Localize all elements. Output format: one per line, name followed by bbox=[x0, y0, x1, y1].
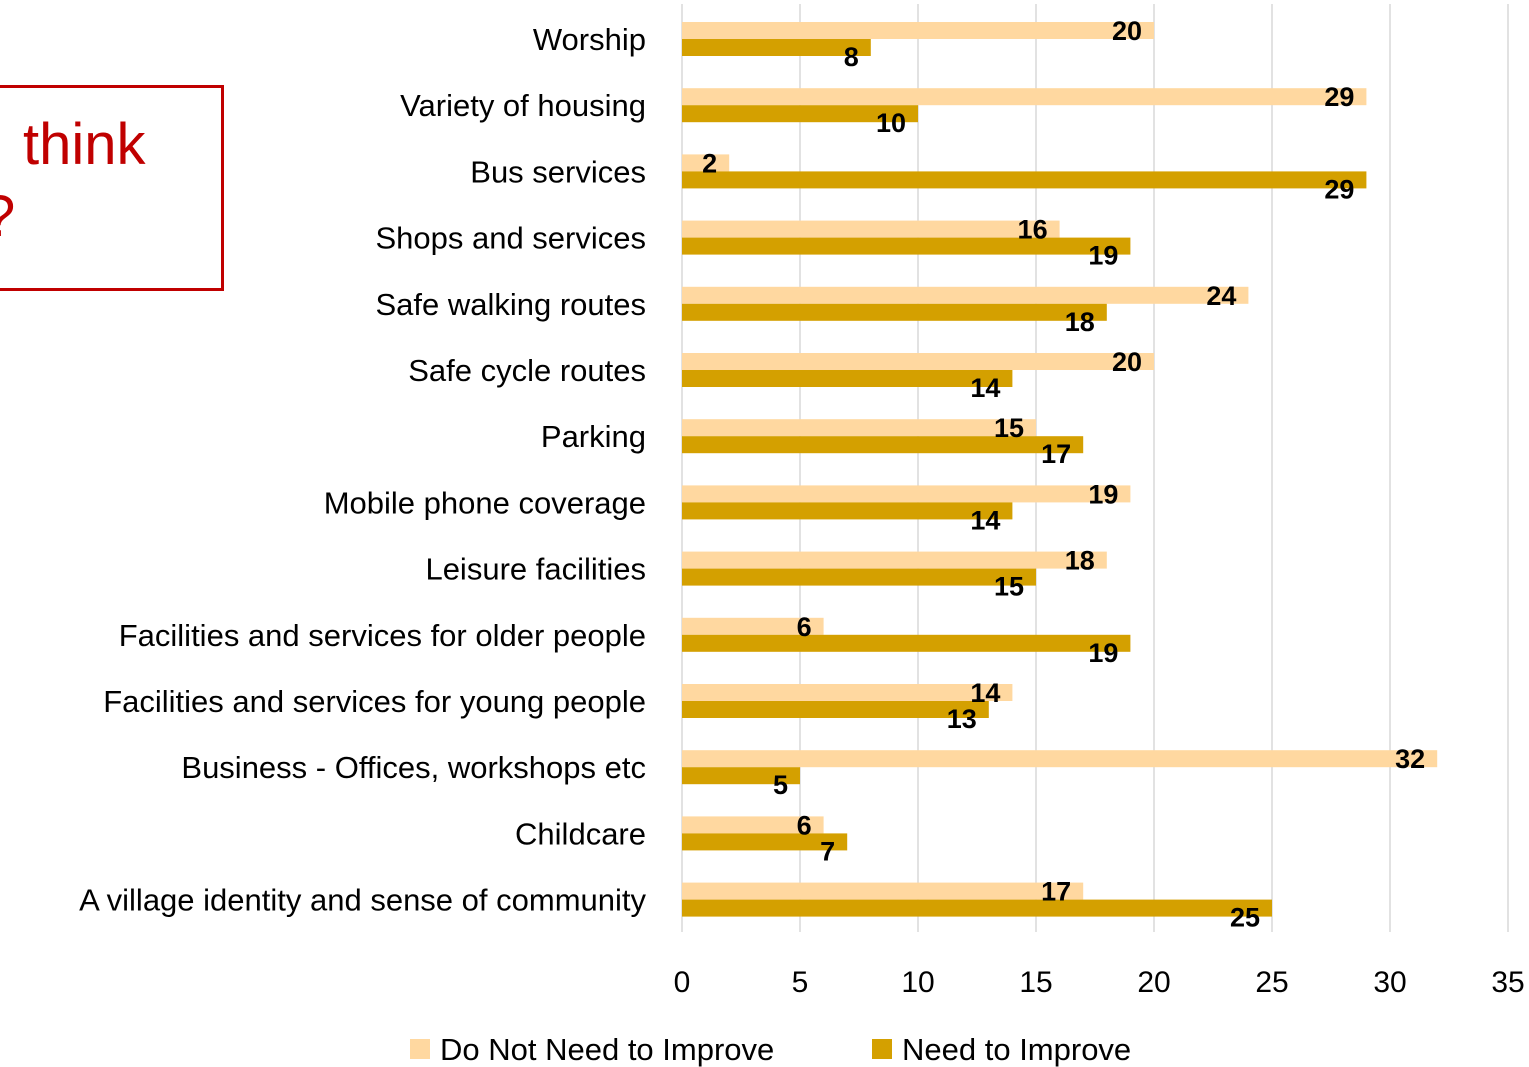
bar-do-not-need bbox=[682, 353, 1154, 370]
bar-need bbox=[682, 899, 1272, 917]
data-label-do-not-need: 17 bbox=[1041, 877, 1071, 907]
category-label: Childcare bbox=[515, 816, 646, 851]
category-label: Safe cycle routes bbox=[408, 353, 646, 388]
x-axis-ticks: 0 5 10 15 20 25 30 35 bbox=[674, 966, 1525, 999]
category-label: Bus services bbox=[470, 154, 646, 189]
data-label-do-not-need: 14 bbox=[970, 678, 1000, 708]
x-tick-label: 20 bbox=[1137, 966, 1170, 999]
x-tick-label: 35 bbox=[1491, 966, 1524, 999]
data-label-need: 10 bbox=[876, 108, 906, 138]
legend: Do Not Need to Improve Need to Improve bbox=[410, 1032, 1131, 1067]
data-label-need: 18 bbox=[1065, 307, 1095, 337]
category-label: A village identity and sense of communit… bbox=[79, 883, 646, 918]
bar-do-not-need bbox=[682, 750, 1438, 768]
bar-do-not-need bbox=[682, 551, 1107, 569]
x-tick-label: 0 bbox=[674, 966, 691, 999]
bar-do-not-need bbox=[682, 485, 1131, 503]
category-label: Parking bbox=[541, 419, 646, 454]
bar-need bbox=[682, 370, 1013, 387]
data-label-do-not-need: 15 bbox=[994, 413, 1024, 443]
data-label-do-not-need: 18 bbox=[1065, 546, 1095, 576]
category-label: Mobile phone coverage bbox=[324, 485, 646, 520]
bar-do-not-need bbox=[682, 684, 1013, 701]
bar-need bbox=[682, 634, 1131, 652]
bar-need bbox=[682, 105, 918, 123]
data-label-do-not-need: 6 bbox=[797, 612, 812, 642]
bar-do-not-need bbox=[682, 286, 1249, 304]
x-tick-label: 25 bbox=[1255, 966, 1288, 999]
legend-swatch bbox=[410, 1039, 430, 1059]
bar-need bbox=[682, 171, 1367, 189]
data-label-do-not-need: 29 bbox=[1324, 82, 1354, 112]
data-label-need: 29 bbox=[1324, 174, 1354, 204]
category-label: Worship bbox=[533, 22, 646, 57]
legend-label: Do Not Need to Improve bbox=[440, 1032, 774, 1067]
bar-do-not-need bbox=[682, 816, 824, 834]
x-tick-label: 30 bbox=[1373, 966, 1406, 999]
data-label-need: 14 bbox=[970, 373, 1000, 403]
bar-do-not-need bbox=[682, 617, 824, 635]
data-labels: 2082910229161924182014151719141815619141… bbox=[702, 16, 1425, 933]
bar-do-not-need bbox=[682, 419, 1036, 437]
bar-need bbox=[682, 568, 1036, 586]
legend-label: Need to Improve bbox=[902, 1032, 1131, 1067]
category-label: Variety of housing bbox=[400, 88, 646, 123]
bars bbox=[682, 22, 1438, 917]
category-label: Safe walking routes bbox=[375, 287, 646, 322]
data-label-do-not-need: 2 bbox=[702, 148, 717, 178]
bar-do-not-need bbox=[682, 88, 1367, 106]
data-label-need: 7 bbox=[820, 836, 835, 866]
bar-need bbox=[682, 39, 871, 56]
data-label-need: 15 bbox=[994, 572, 1024, 602]
x-tick-label: 5 bbox=[792, 966, 809, 999]
bar-need bbox=[682, 833, 848, 851]
data-label-need: 14 bbox=[970, 505, 1000, 535]
callout-text-line1: think bbox=[23, 112, 146, 177]
bar-need bbox=[682, 701, 989, 718]
x-tick-label: 15 bbox=[1019, 966, 1052, 999]
category-label: Facilities and services for older people bbox=[119, 618, 646, 653]
category-label: Facilities and services for young people bbox=[103, 684, 646, 719]
bar-do-not-need bbox=[682, 154, 730, 172]
bar-need bbox=[682, 502, 1013, 520]
category-labels: Worship Variety of housing Bus services Sho… bbox=[79, 22, 646, 918]
data-label-do-not-need: 32 bbox=[1395, 744, 1425, 774]
legend-swatch bbox=[872, 1039, 892, 1059]
data-label-need: 5 bbox=[773, 770, 788, 800]
data-label-need: 19 bbox=[1088, 241, 1118, 271]
data-label-do-not-need: 6 bbox=[797, 810, 812, 840]
category-label: Business - Offices, workshops etc bbox=[181, 750, 646, 785]
bar-need bbox=[682, 303, 1107, 321]
data-label-need: 17 bbox=[1041, 439, 1071, 469]
bar-do-not-need bbox=[682, 22, 1154, 39]
data-label-need: 8 bbox=[844, 42, 859, 72]
x-tick-label: 10 bbox=[901, 966, 934, 999]
data-label-do-not-need: 20 bbox=[1112, 347, 1142, 377]
bar-need bbox=[682, 767, 800, 785]
gridlines bbox=[681, 4, 1509, 932]
data-label-do-not-need: 16 bbox=[1018, 215, 1048, 245]
data-label-do-not-need: 19 bbox=[1088, 479, 1118, 509]
callout-text-line2: ? bbox=[0, 188, 15, 246]
category-label: Leisure facilities bbox=[425, 552, 646, 587]
callout-box: think ? bbox=[0, 85, 224, 291]
data-label-do-not-need: 24 bbox=[1206, 281, 1236, 311]
data-label-need: 25 bbox=[1230, 903, 1260, 933]
category-label: Shops and services bbox=[375, 221, 646, 256]
bar-do-not-need bbox=[682, 882, 1084, 900]
bar-need bbox=[682, 237, 1131, 255]
data-label-need: 19 bbox=[1088, 638, 1118, 668]
data-label-need: 13 bbox=[947, 704, 977, 734]
bar-need bbox=[682, 436, 1084, 454]
data-label-do-not-need: 20 bbox=[1112, 16, 1142, 46]
bar-do-not-need bbox=[682, 220, 1060, 238]
